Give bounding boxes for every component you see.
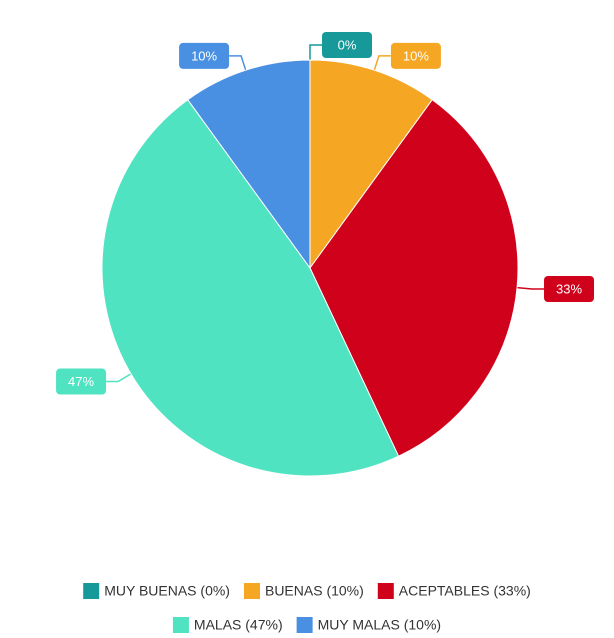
leader-line [229,55,247,71]
pie-slice [309,99,519,457]
data-label: 10% [191,48,217,63]
legend-label: ACEPTABLES (33%) [399,583,531,599]
legend-item: MUY MALAS (10%) [296,617,441,633]
legend-swatch [296,617,313,633]
pie-slice [309,59,433,270]
pie-slice [187,59,311,270]
legend-item: MUY BUENAS (0%) [83,583,230,599]
legend-item: BUENAS (10%) [243,583,364,599]
leader-line [373,55,391,71]
legend-label: MUY MALAS (10%) [318,617,441,633]
leader-line [106,373,132,383]
legend-item: MALAS (47%) [172,617,283,633]
label-box [56,368,107,395]
legend-swatch [377,583,394,599]
pie-slice [101,99,400,477]
legend-item: ACEPTABLES (33%) [377,583,531,599]
callouts: 0% 10% 33% 47% 10% [56,32,595,395]
legend-swatch [243,583,260,599]
label-box [322,32,372,58]
label-box [390,42,441,69]
label-box [179,42,230,69]
data-label: 33% [556,281,582,296]
legend-label: MUY BUENAS (0%) [104,583,230,599]
leader-line [517,286,545,290]
data-label: 47% [68,374,94,389]
data-label: 0% [338,37,357,52]
data-label: 10% [403,48,429,63]
legend-label: MALAS (47%) [194,617,283,633]
legend-label: BUENAS (10%) [265,583,364,599]
legend-swatch [83,583,100,599]
leader-line [309,44,322,60]
legend-swatch [172,617,189,633]
label-box [544,275,595,302]
